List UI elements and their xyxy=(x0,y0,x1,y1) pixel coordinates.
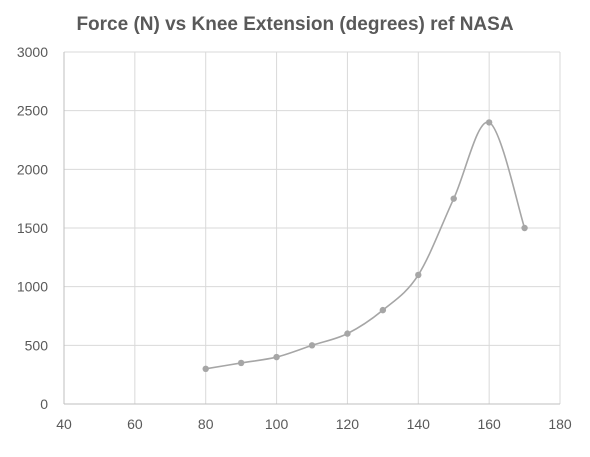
y-tick-label: 0 xyxy=(40,396,48,412)
grid xyxy=(64,51,561,404)
data-point xyxy=(202,365,209,372)
y-tick-label: 1000 xyxy=(17,279,48,295)
data-point xyxy=(450,195,457,202)
y-tick-label: 2000 xyxy=(17,161,48,177)
data-point xyxy=(379,306,387,314)
series-line xyxy=(205,121,526,370)
series xyxy=(202,119,528,372)
data-point xyxy=(273,353,280,361)
x-tick-label: 60 xyxy=(127,416,143,432)
y-tick-label: 3000 xyxy=(17,44,48,60)
tick-labels: 0 500 1000 1500 2000 2500 3000 40 60 80 100 120 140 1… xyxy=(17,44,572,432)
x-tick-label: 80 xyxy=(198,416,214,432)
data-point xyxy=(485,119,493,126)
data-point xyxy=(415,271,422,279)
axes xyxy=(63,52,560,405)
x-tick-label: 140 xyxy=(407,416,431,432)
y-tick-label: 1500 xyxy=(17,220,48,236)
data-point xyxy=(521,224,528,232)
x-tick-label: 180 xyxy=(548,416,572,432)
data-point xyxy=(344,330,351,337)
data-point xyxy=(237,359,245,367)
data-point xyxy=(308,342,316,349)
x-tick-label: 40 xyxy=(56,416,72,432)
chart-title: Force (N) vs Knee Extension (degrees) re… xyxy=(76,14,513,35)
x-tick-label: 160 xyxy=(477,416,501,432)
x-tick-label: 120 xyxy=(336,416,360,432)
y-tick-label: 500 xyxy=(25,337,49,353)
x-tick-label: 100 xyxy=(265,416,289,432)
y-tick-label: 2500 xyxy=(17,103,48,119)
